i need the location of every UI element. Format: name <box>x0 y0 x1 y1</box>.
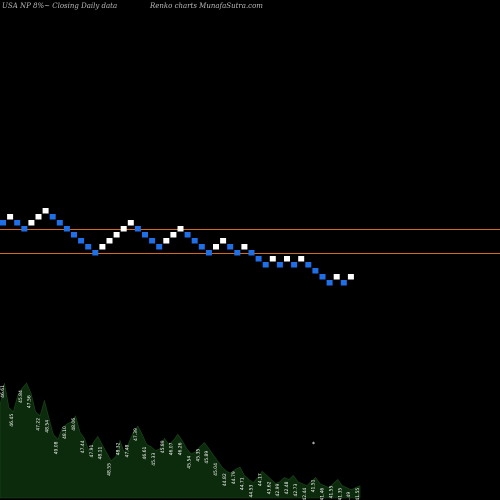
renko-brick-down <box>262 262 269 268</box>
volume-label: 43.62 <box>266 481 272 494</box>
volume-label: 48.32 <box>115 442 121 455</box>
volume-label: 47.48 <box>124 444 130 457</box>
renko-brick-down <box>255 256 262 262</box>
renko-brick-up <box>35 214 42 220</box>
renko-brick-down <box>234 250 241 256</box>
renko-brick-down <box>340 280 347 286</box>
volume-label: 42.48 <box>284 481 290 494</box>
chart-header-right: Renko charts MunafaSutra.com <box>150 2 263 10</box>
volume-label: 44.71 <box>240 477 246 490</box>
renko-brick-up <box>347 274 354 280</box>
renko-brick-up <box>42 208 49 214</box>
volume-area-fill <box>0 382 361 499</box>
volume-label: 48.10 <box>62 426 68 439</box>
volume-label: 46.61 <box>0 385 6 398</box>
renko-bricks <box>0 208 354 286</box>
volume-label: 46.07 <box>169 442 175 455</box>
volume-label: 44.53 <box>249 484 255 497</box>
renko-brick-down <box>92 250 99 256</box>
chart-header-left: USA NP 8%~ Closing Daily data <box>2 2 118 10</box>
volume-label: 44.17 <box>257 473 263 486</box>
volume-label: 47.56 <box>27 395 33 408</box>
volume-label: 42.44 <box>302 488 308 500</box>
renko-brick-up <box>284 256 290 262</box>
volume-label: 42.99 <box>275 483 281 496</box>
renko-brick-up <box>298 256 305 262</box>
volume-label: 45.04 <box>213 463 219 476</box>
volume-label: 46.61 <box>142 446 148 459</box>
renko-brick-up <box>269 256 276 262</box>
volume-label: 47.91 <box>89 444 95 457</box>
volume-marker: * <box>312 441 315 448</box>
renko-brick-down <box>205 250 212 256</box>
renko-brick-up <box>113 232 120 238</box>
renko-brick-down <box>78 238 85 244</box>
renko-brick-down <box>227 244 234 250</box>
renko-brick-down <box>291 262 298 268</box>
renko-brick-down <box>71 232 77 238</box>
renko-brick-down <box>198 244 205 250</box>
renko-brick-down <box>248 250 255 256</box>
renko-brick-down <box>21 226 28 232</box>
renko-brick-down <box>276 262 283 268</box>
renko-brick-up <box>127 220 134 226</box>
renko-brick-up <box>220 238 227 244</box>
volume-label: 44.82 <box>222 473 228 486</box>
volume-label: 46.26 <box>178 442 184 455</box>
renko-brick-up <box>106 238 113 244</box>
volume-label: 48.55 <box>107 463 113 476</box>
volume-label: 48.11 <box>98 446 104 459</box>
volume-label: 42.73 <box>293 483 299 496</box>
volume-label: 46.45 <box>9 414 15 427</box>
renko-brick-down <box>156 244 163 250</box>
renko-brick-up <box>120 226 127 232</box>
volume-label: 49.08 <box>53 441 59 454</box>
volume-label: 45.54 <box>186 456 192 469</box>
volume-label: 41.55 <box>355 488 361 500</box>
renko-brick-down <box>85 244 92 250</box>
renko-brick-down <box>49 214 56 220</box>
renko-brick-up <box>28 220 35 226</box>
renko-brick-down <box>319 274 326 280</box>
volume-label: 41.49 <box>346 492 352 500</box>
renko-brick-up <box>241 244 248 250</box>
renko-brick-up <box>7 214 14 220</box>
renko-brick-down <box>0 220 6 226</box>
volume-label: 41.55 <box>328 485 334 498</box>
renko-brick-down <box>312 268 319 274</box>
volume-area <box>0 382 361 499</box>
renko-brick-up <box>213 244 219 250</box>
renko-brick-down <box>14 220 21 226</box>
renko-brick-up <box>163 238 170 244</box>
renko-brick-up <box>333 274 340 280</box>
volume-label: 45.33 <box>151 453 157 466</box>
renko-brick-down <box>142 232 148 238</box>
renko-brick-down <box>191 238 198 244</box>
renko-brick-up <box>170 232 177 238</box>
renko-brick-up <box>177 226 184 232</box>
volume-label: 47.22 <box>36 418 42 431</box>
volume-label: 47.44 <box>80 440 86 453</box>
renko-brick-down <box>149 238 156 244</box>
volume-label: 41.51 <box>311 479 317 492</box>
volume-label: 45.84 <box>18 390 24 403</box>
volume-label: 45.35 <box>195 449 201 462</box>
volume-label: 45.89 <box>204 451 210 464</box>
renko-brick-down <box>305 262 312 268</box>
volume-label: 45.89 <box>160 440 166 453</box>
renko-brick-down <box>63 226 70 232</box>
renko-brick-up <box>99 244 106 250</box>
renko-brick-down <box>326 280 333 286</box>
volume-label: 41.35 <box>337 488 343 500</box>
volume-label: 41.46 <box>320 488 326 500</box>
volume-label: 48.54 <box>44 420 50 433</box>
renko-brick-down <box>56 220 63 226</box>
volume-label: 44.79 <box>231 471 237 484</box>
renko-brick-down <box>134 226 141 232</box>
volume-labels: 46.61 46.45 45.84 47.56 47.22 48.54 49.0848.10… <box>0 385 361 500</box>
renko-brick-down <box>184 232 191 238</box>
volume-label: 47.39 <box>133 428 139 441</box>
volume-label: 48.06 <box>71 418 77 431</box>
